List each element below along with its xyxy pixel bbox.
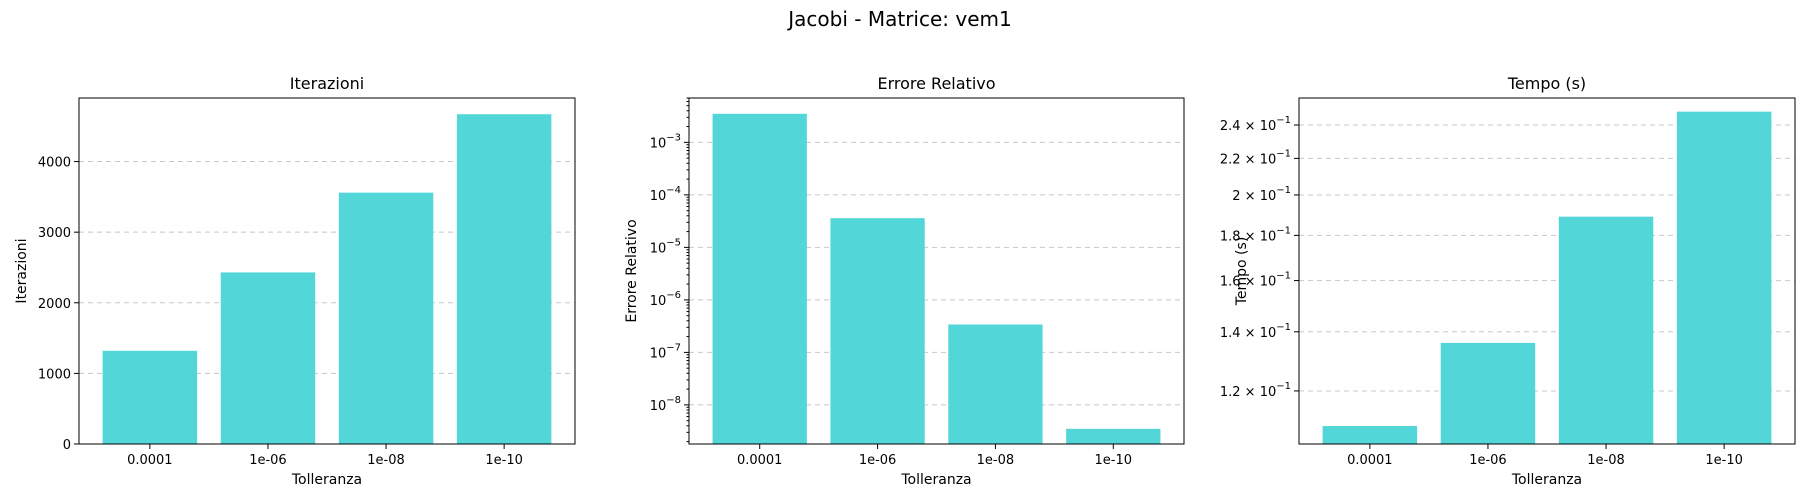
y-tick-label: 10−8 — [650, 395, 681, 414]
x-tick-label: 1e-08 — [367, 453, 405, 468]
x-tick-label: 1e-08 — [977, 453, 1015, 468]
bar-1e-06 — [220, 272, 316, 444]
bar-1e-10 — [456, 114, 552, 444]
bar-1e-08 — [338, 192, 434, 444]
bar-0.0001 — [102, 350, 198, 444]
x-axis-label: Tolleranza — [291, 472, 362, 488]
bar-0.0001 — [1322, 426, 1418, 444]
x-tick-label: 0.0001 — [737, 453, 783, 468]
panel-title: Errore Relativo — [877, 74, 995, 93]
y-axis-label: Errore Relativo — [624, 219, 640, 322]
y-tick-label: 10−3 — [650, 132, 681, 151]
x-axis-label: Tolleranza — [1511, 472, 1582, 488]
y-axis-label: Tempo (s) — [1234, 237, 1250, 307]
bar-1e-10 — [1066, 428, 1161, 444]
y-tick-label: 1.2 × 10−1 — [1220, 381, 1291, 400]
figure-title: Jacobi - Matrice: vem1 — [786, 7, 1011, 31]
panel-title: Tempo (s) — [1507, 74, 1586, 93]
y-tick-label: 2.4 × 10−1 — [1220, 115, 1291, 134]
y-tick-label: 10−4 — [650, 185, 681, 204]
axes-frame — [688, 97, 1185, 445]
bar-1e-08 — [1558, 216, 1654, 444]
x-tick-label: 1e-10 — [1705, 453, 1743, 468]
axes-frame — [1298, 97, 1796, 445]
panel-title: Iterazioni — [290, 74, 364, 93]
y-tick-label: 1000 — [38, 367, 71, 382]
y-tick-label: 2000 — [38, 297, 71, 312]
x-axis-label: Tolleranza — [900, 472, 971, 488]
y-tick-label: 1.6 × 10−1 — [1220, 271, 1291, 290]
x-tick-label: 1e-10 — [485, 453, 523, 468]
x-tick-label: 0.0001 — [127, 453, 173, 468]
bar-1e-08 — [948, 324, 1043, 444]
y-tick-label: 3000 — [38, 226, 71, 241]
y-tick-label: 10−7 — [650, 342, 681, 361]
x-tick-label: 1e-06 — [249, 453, 287, 468]
x-tick-label: 1e-06 — [1469, 453, 1507, 468]
x-tick-label: 0.0001 — [1347, 453, 1393, 468]
y-tick-label: 10−6 — [650, 290, 681, 309]
y-tick-label: 4000 — [38, 156, 71, 171]
y-tick-label: 2 × 10−1 — [1232, 185, 1291, 204]
y-tick-label: 0 — [63, 438, 71, 453]
y-tick-label: 2.2 × 10−1 — [1220, 148, 1291, 167]
bar-0.0001 — [712, 113, 807, 444]
x-tick-label: 1e-06 — [859, 453, 897, 468]
x-tick-label: 1e-10 — [1095, 453, 1133, 468]
panel-1: 0 1000 2000 3000 4000 0.0001 1e-06 1e-08 1e-10 It… — [14, 74, 576, 488]
bar-1e-06 — [830, 218, 925, 444]
panel-3: 1.2 × 10−1 1.4 × 10−1 1.6 × 10−1 1.8 × 10−1… — [1220, 74, 1796, 488]
y-tick-label: 1.8 × 10−1 — [1220, 225, 1291, 244]
bar-1e-10 — [1676, 111, 1772, 444]
panel-2: 10−8 10−7 10−6 10−5 10−4 10−3 0.0001 1e-06 1e-08… — [624, 74, 1185, 488]
bar-1e-06 — [1440, 342, 1536, 444]
x-tick-label: 1e-08 — [1587, 453, 1625, 468]
y-tick-label: 1.4 × 10−1 — [1220, 322, 1291, 341]
axes-frame — [78, 97, 576, 445]
y-axis-label: Iterazioni — [14, 238, 30, 303]
y-tick-label: 10−5 — [650, 237, 681, 256]
